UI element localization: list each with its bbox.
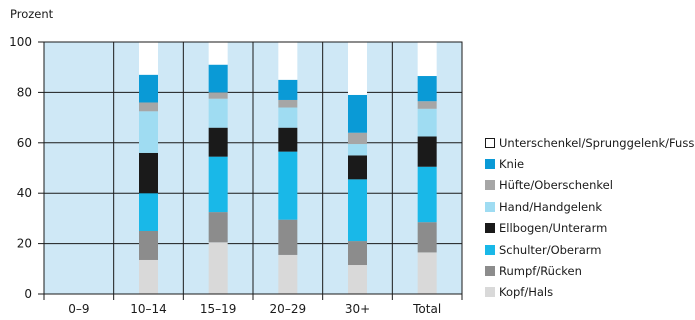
legend-item: Schulter/Oberarm (485, 239, 693, 260)
legend-item: Ellbogen/Unterarm (485, 218, 693, 239)
y-tick-label-1: 20 (17, 237, 32, 251)
bar-segment-5-5 (417, 101, 437, 109)
legend-swatch (485, 201, 495, 212)
legend-swatch (485, 287, 495, 298)
bar-segment-3-2 (278, 151, 298, 220)
legend-swatch (485, 137, 495, 148)
legend-swatch (485, 244, 495, 255)
bar-segment-3-5 (278, 99, 298, 108)
x-tick-label-5: Total (412, 302, 441, 316)
legend-label: Schulter/Oberarm (499, 242, 602, 257)
bar-segment-5-7 (417, 42, 437, 77)
bar-segment-1-0 (139, 259, 158, 294)
bar-segment-2-2 (208, 156, 228, 213)
x-tick-label-2: 15–19 (200, 302, 237, 316)
legend-swatch (485, 159, 495, 170)
legend-item: Kopf/Hals (485, 282, 693, 303)
bar-segment-5-4 (417, 108, 437, 137)
bar-segment-2-4 (208, 98, 228, 128)
bar-segment-1-6 (139, 74, 158, 103)
bar-segment-2-5 (208, 92, 228, 99)
bar-segment-5-6 (417, 76, 437, 102)
bar-segment-5-2 (417, 166, 437, 223)
bar-segment-3-0 (278, 254, 298, 294)
legend-label: Rumpf/Rücken (499, 264, 582, 279)
bar-segment-4-3 (348, 155, 367, 180)
x-tick-label-3: 20–29 (270, 302, 307, 316)
bar-segment-1-4 (139, 111, 158, 153)
y-tick-label-4: 80 (17, 85, 32, 99)
bar-segment-4-0 (348, 265, 367, 294)
legend-item: Unterschenkel/Sprunggelenk/Fuss (485, 132, 695, 153)
y-axis-label: Prozent (10, 7, 54, 21)
bar-segment-4-5 (348, 132, 367, 145)
grid-lines (44, 42, 462, 294)
bar-segment-3-1 (278, 219, 298, 255)
stacked-bar-chart: Prozent 0 20 40 60 80 100 0–9 10–14 15–19 20–29 30… (9, 7, 463, 316)
x-tick-label-1: 10–14 (130, 302, 167, 316)
bar-segment-3-3 (278, 127, 298, 152)
bar-segment-4-4 (348, 144, 367, 156)
bar-segment-4-6 (348, 94, 367, 133)
legend-label: Ellbogen/Unterarm (499, 221, 608, 236)
legend-label: Hand/Handgelenk (499, 199, 603, 214)
axis-ticks: 0 20 40 60 80 100 0–9 10–14 15–19 20–29 30+ Total (9, 35, 463, 316)
bar-segment-4-2 (348, 179, 367, 242)
bar-segment-2-0 (208, 242, 228, 294)
bar-segment-3-6 (278, 79, 298, 100)
legend: Unterschenkel/Sprunggelenk/Fuss Knie Hüfte… (485, 132, 695, 303)
y-tick-label-2: 40 (17, 186, 32, 200)
bar-segment-5-1 (417, 222, 437, 253)
bar-segment-1-7 (139, 42, 158, 75)
bar-segment-2-3 (208, 127, 228, 157)
bar-segment-2-1 (208, 212, 228, 243)
bar-segment-4-7 (348, 42, 367, 95)
y-tick-label-0: 0 (24, 287, 32, 301)
bars (139, 42, 437, 294)
legend-label: Kopf/Hals (499, 285, 554, 300)
legend-item: Hand/Handgelenk (485, 196, 693, 217)
bar-segment-1-1 (139, 231, 158, 260)
bar-segment-1-5 (139, 102, 158, 112)
legend-swatch (485, 180, 495, 191)
bar-segment-3-7 (278, 42, 298, 80)
legend-swatch (485, 266, 495, 277)
plot-frame (43, 41, 463, 295)
x-tick-label-4: 30+ (345, 302, 370, 316)
legend-swatch (485, 223, 495, 234)
bar-segment-1-3 (139, 152, 158, 194)
legend-label: Unterschenkel/Sprunggelenk/Fuss (499, 135, 695, 150)
bar-segment-1-2 (139, 193, 158, 231)
legend-label: Knie (499, 157, 525, 172)
legend-label: Hüfte/Oberschenkel (499, 178, 613, 193)
x-tick-label-0: 0–9 (68, 302, 89, 316)
legend-item: Hüfte/Oberschenkel (485, 175, 693, 196)
y-tick-label-5: 100 (9, 35, 32, 49)
bar-segment-2-7 (208, 42, 228, 65)
bar-segment-3-4 (278, 107, 298, 128)
legend-item: Rumpf/Rücken (485, 260, 693, 281)
legend-item: Knie (485, 153, 693, 174)
bar-segment-5-0 (417, 252, 437, 294)
y-tick-label-3: 60 (17, 136, 32, 150)
bar-segment-5-3 (417, 136, 437, 167)
bar-segment-2-6 (208, 64, 228, 93)
bar-segment-4-1 (348, 241, 367, 266)
